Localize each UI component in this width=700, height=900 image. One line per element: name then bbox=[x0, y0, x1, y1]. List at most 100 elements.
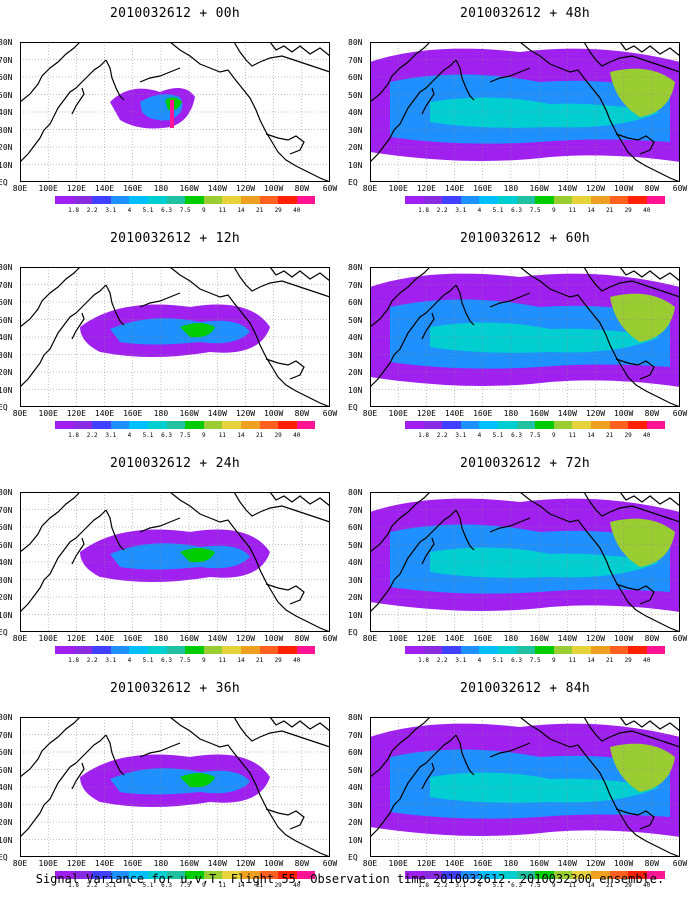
colorbar-label: 5.1 bbox=[492, 882, 504, 889]
colorbar-swatch bbox=[129, 646, 148, 654]
coastline bbox=[265, 583, 305, 605]
lon-label: 80W bbox=[294, 859, 310, 868]
colorbar-label: 2.2 bbox=[86, 882, 98, 889]
map-plot bbox=[20, 717, 330, 857]
colorbar-label: 4 bbox=[477, 657, 482, 664]
coastline bbox=[421, 762, 435, 790]
lon-label: 120E bbox=[416, 409, 436, 418]
lon-label: 180 bbox=[503, 859, 519, 868]
lat-label: 80N bbox=[0, 38, 13, 47]
colorbar-label: 4 bbox=[127, 657, 132, 664]
colorbar-label: 3.1 bbox=[455, 432, 467, 439]
colorbar-swatch bbox=[479, 421, 498, 429]
colorbar-swatch bbox=[259, 871, 279, 879]
map-plot bbox=[20, 492, 330, 632]
panel-title: 2010032612 + 36h bbox=[109, 681, 241, 696]
lon-label: 100W bbox=[263, 184, 284, 193]
colorbar-label: 6.3 bbox=[511, 882, 523, 889]
coastline bbox=[421, 87, 435, 115]
panel-title: 2010032612 + 84h bbox=[459, 681, 591, 696]
lat-label: 70N bbox=[0, 730, 13, 740]
colorbar-swatch bbox=[129, 421, 148, 429]
panel-title: 2010032612 + 12h bbox=[109, 231, 241, 246]
colorbar-label: 3.1 bbox=[105, 432, 117, 439]
colorbar-swatch bbox=[222, 421, 241, 429]
colorbar-label: 11 bbox=[568, 432, 577, 439]
colorbar-swatch bbox=[73, 196, 93, 204]
lon-label: 80E bbox=[12, 859, 28, 868]
map-plot bbox=[370, 267, 680, 407]
lon-label: 80W bbox=[644, 184, 660, 193]
colorbar-swatch bbox=[405, 196, 424, 204]
lat-label: 30N bbox=[348, 350, 363, 360]
colorbar-swatch bbox=[609, 646, 629, 654]
colorbar-label: 29 bbox=[274, 207, 282, 214]
lat-label: 20N bbox=[348, 368, 363, 377]
colorbar-label: 7.5 bbox=[529, 207, 541, 214]
coastline bbox=[169, 42, 330, 182]
colorbar-swatch bbox=[516, 871, 536, 879]
lon-label: 140W bbox=[557, 409, 577, 418]
colorbar-swatch bbox=[55, 646, 74, 654]
lon-label: 60W bbox=[322, 859, 338, 868]
colorbar-swatch bbox=[147, 871, 167, 879]
lon-label: 100E bbox=[388, 634, 408, 643]
variance-shading bbox=[430, 547, 660, 578]
panel-title: 2010032612 + 72h bbox=[459, 456, 591, 471]
colorbar-swatch bbox=[553, 646, 573, 654]
lat-label: 40N bbox=[0, 333, 13, 342]
coastline bbox=[519, 267, 680, 407]
colorbar-label: 40 bbox=[293, 882, 301, 889]
coastline bbox=[619, 717, 680, 732]
colorbar bbox=[55, 196, 316, 204]
colorbar-swatch bbox=[497, 421, 517, 429]
colorbar-label: 4 bbox=[127, 882, 132, 889]
lon-label: 80E bbox=[12, 634, 28, 643]
lon-label: 160W bbox=[529, 859, 549, 868]
lat-label: 20N bbox=[348, 818, 363, 827]
colorbar-swatch bbox=[259, 421, 279, 429]
colorbar-swatch bbox=[405, 871, 424, 879]
colorbar-label: 29 bbox=[624, 207, 632, 214]
coastline bbox=[421, 312, 435, 340]
lon-label: 160E bbox=[123, 184, 143, 193]
coastline bbox=[139, 517, 181, 533]
coastline bbox=[370, 492, 431, 553]
colorbar-swatch bbox=[55, 421, 74, 429]
coastline bbox=[489, 292, 531, 308]
panel-title: 2010032612 + 00h bbox=[109, 6, 241, 21]
lat-label: 50N bbox=[348, 90, 363, 100]
colorbar bbox=[55, 646, 316, 654]
colorbar-swatch bbox=[240, 196, 260, 204]
colorbar-swatch bbox=[185, 646, 204, 654]
lon-label: 160E bbox=[123, 859, 143, 868]
colorbar-swatch bbox=[442, 421, 461, 429]
colorbar-swatch bbox=[516, 646, 536, 654]
coastline bbox=[370, 717, 431, 778]
colorbar-swatch bbox=[222, 871, 241, 879]
lat-label: 30N bbox=[0, 800, 13, 810]
variance-shading bbox=[110, 543, 250, 570]
colorbar-label: 29 bbox=[274, 657, 282, 664]
lat-label: 60N bbox=[348, 298, 363, 307]
colorbar-label: 14 bbox=[587, 657, 595, 664]
colorbar-swatch bbox=[516, 196, 536, 204]
colorbar-swatch bbox=[628, 871, 647, 879]
colorbar-label: 3.1 bbox=[105, 207, 117, 214]
colorbar-swatch bbox=[92, 871, 111, 879]
colorbar-swatch bbox=[516, 421, 536, 429]
lon-label: 180 bbox=[153, 859, 169, 868]
lon-label: 160E bbox=[473, 409, 493, 418]
lat-label: 80N bbox=[348, 713, 363, 722]
colorbar-label: 6.3 bbox=[511, 207, 523, 214]
colorbar-label: 9 bbox=[551, 432, 556, 439]
colorbar-label: 6.3 bbox=[161, 882, 173, 889]
forecast-panel: 2010032612 + 60h 80N 70N 60N 50N 40N 30N 20N 10N… bbox=[348, 225, 700, 450]
coastline bbox=[370, 267, 431, 328]
lat-label: 20N bbox=[0, 593, 13, 602]
colorbar bbox=[405, 871, 666, 879]
lon-label: 100E bbox=[38, 634, 58, 643]
lon-label: 140E bbox=[444, 634, 465, 643]
colorbar-swatch bbox=[278, 646, 297, 654]
colorbar-label: 9 bbox=[551, 207, 556, 214]
